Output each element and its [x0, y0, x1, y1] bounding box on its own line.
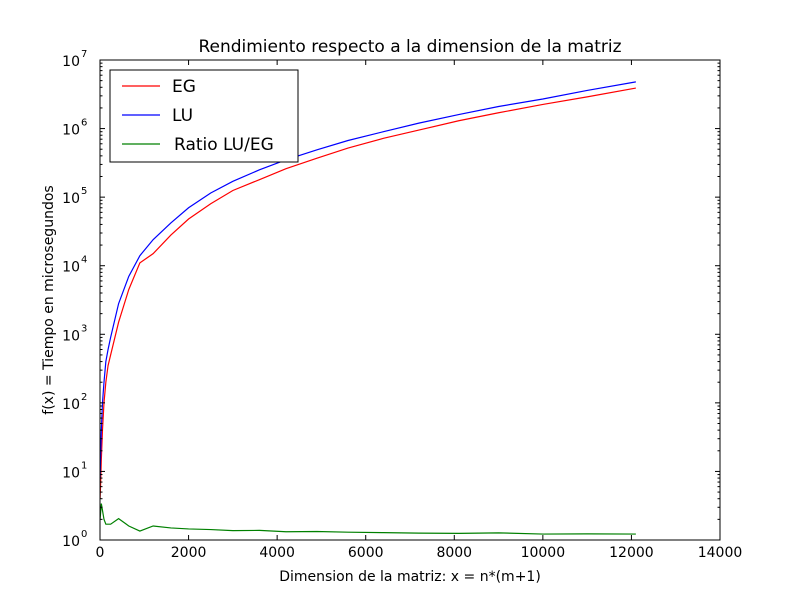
x-tick-label: 8000: [436, 545, 472, 561]
y-tick-label: 10: [62, 328, 80, 344]
x-tick-label: 4000: [259, 545, 295, 561]
y-tick-exponent: 2: [81, 392, 87, 403]
chart-title: Rendimiento respecto a la dimension de l…: [198, 37, 621, 57]
x-tick-label: 2000: [171, 545, 207, 561]
series-lines: [99, 81, 636, 535]
y-tick-exponent: 7: [81, 49, 87, 60]
legend-label: Ratio LU/EG: [174, 135, 274, 155]
y-tick-exponent: 6: [81, 118, 87, 129]
y-tick-exponent: 1: [81, 460, 87, 471]
y-tick-exponent: 0: [81, 529, 87, 540]
legend-label: LU: [172, 106, 193, 126]
y-tick-label: 10: [62, 191, 80, 207]
x-tick-label: 10000: [521, 545, 566, 561]
y-tick-label: 10: [62, 54, 80, 70]
x-tick-label: 0: [96, 545, 105, 561]
y-tick-exponent: 5: [81, 186, 87, 197]
y-tick-label: 10: [62, 397, 80, 413]
y-tick-label: 10: [62, 465, 80, 481]
y-tick-label: 10: [62, 260, 80, 276]
x-tick-label: 12000: [609, 545, 654, 561]
series-line-2: [99, 503, 636, 535]
x-axis-label: Dimension de la matriz: x = n*(m+1): [279, 569, 541, 585]
x-tick-label: 14000: [698, 545, 743, 561]
series-line-1: [99, 81, 636, 479]
y-tick-exponent: 3: [81, 323, 87, 334]
legend-box: [109, 69, 299, 163]
y-tick-label: 10: [62, 123, 80, 139]
y-axis-label: f(x) = Tiempo en microsegundos: [41, 185, 57, 414]
plot-area-frame: [99, 59, 721, 541]
y-tick-exponent: 4: [81, 255, 87, 266]
legend-label: EG: [172, 77, 196, 97]
y-tick-label: 10: [62, 534, 80, 550]
series-line-0: [99, 87, 636, 499]
x-tick-label: 6000: [348, 545, 384, 561]
legend: EG LU Ratio LU/EG: [109, 69, 299, 163]
